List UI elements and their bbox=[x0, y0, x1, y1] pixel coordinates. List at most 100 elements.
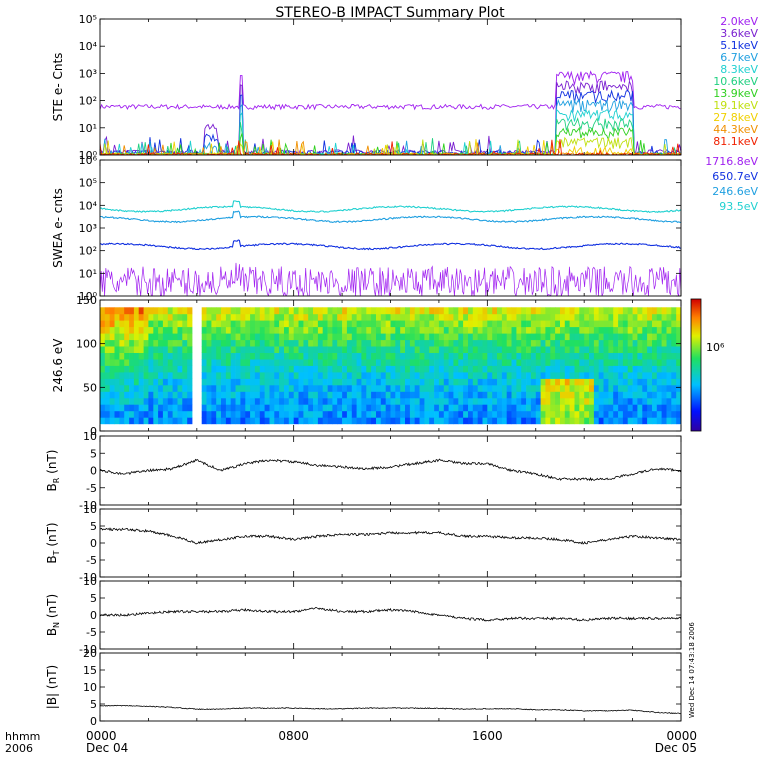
pad-cell bbox=[671, 391, 677, 399]
pad-cell bbox=[492, 384, 498, 392]
pad-cell bbox=[133, 313, 140, 321]
pad-cell bbox=[269, 313, 275, 321]
pad-cell bbox=[148, 307, 154, 315]
pad-cell bbox=[264, 346, 270, 353]
pad-cell bbox=[569, 372, 575, 379]
pad-cell bbox=[235, 307, 241, 315]
pad-cell bbox=[288, 410, 294, 418]
pad-cell bbox=[216, 352, 222, 360]
pad-cell bbox=[211, 339, 217, 347]
pad-cell bbox=[250, 417, 256, 425]
pad-cell bbox=[235, 391, 241, 399]
pad-cell bbox=[521, 339, 527, 347]
bn-ylabel-base: B bbox=[45, 628, 59, 636]
pad-cell bbox=[100, 372, 106, 379]
pad-cell bbox=[608, 359, 614, 366]
pad-cell bbox=[647, 397, 653, 405]
pad-cell bbox=[429, 365, 435, 373]
pad-cell bbox=[589, 320, 595, 328]
pad-cell bbox=[182, 339, 188, 347]
pad-cell bbox=[434, 365, 440, 373]
pad-cell bbox=[443, 313, 449, 321]
pad-cell bbox=[477, 410, 483, 418]
pad-cell bbox=[438, 359, 445, 366]
pad-cell bbox=[516, 333, 522, 341]
pad-cell bbox=[438, 346, 445, 353]
pad-cell bbox=[211, 397, 217, 405]
pad-cell bbox=[327, 378, 333, 386]
pad-cell bbox=[109, 307, 115, 315]
pad-cell bbox=[245, 359, 251, 366]
pad-cell bbox=[371, 333, 377, 341]
pad-cell bbox=[468, 346, 474, 353]
pad-cell bbox=[356, 404, 362, 412]
pad-cell bbox=[332, 378, 338, 386]
pad-cell bbox=[666, 378, 672, 386]
pad-cell bbox=[661, 313, 667, 321]
pad-cell bbox=[162, 410, 169, 418]
pad-cell bbox=[661, 410, 667, 418]
pad-cell bbox=[472, 397, 478, 405]
pad-cell bbox=[540, 410, 546, 418]
pad-cell bbox=[676, 333, 681, 341]
pad-cell bbox=[487, 352, 493, 360]
ste-legend-81.1keV: 81.1keV bbox=[713, 135, 758, 148]
pad-cell bbox=[468, 372, 474, 379]
pad-cell bbox=[230, 346, 236, 353]
pad-cell bbox=[221, 359, 227, 366]
pad-cell bbox=[414, 391, 420, 399]
pad-cell bbox=[501, 365, 508, 373]
pad-cell bbox=[133, 397, 140, 405]
pad-cell bbox=[555, 313, 561, 321]
pad-cell bbox=[627, 307, 633, 315]
pad-cell bbox=[511, 397, 517, 405]
pad-cell bbox=[356, 307, 362, 315]
pad-cell bbox=[332, 359, 338, 366]
pad-cell bbox=[448, 397, 454, 405]
pad-cell bbox=[298, 333, 304, 341]
pad-cell bbox=[414, 307, 420, 315]
pad-cell bbox=[327, 404, 333, 412]
pad-cell bbox=[535, 359, 541, 366]
pad-cell bbox=[376, 307, 382, 315]
pad-cell bbox=[133, 346, 140, 353]
pad-cell bbox=[613, 313, 619, 321]
pad-cell bbox=[448, 391, 454, 399]
pad-cell bbox=[395, 352, 401, 360]
pad-cell bbox=[259, 339, 265, 347]
pad-cell bbox=[167, 339, 173, 347]
pad-cell bbox=[526, 410, 532, 418]
pad-cell bbox=[516, 352, 522, 360]
pad-cell bbox=[443, 365, 449, 373]
pad-cell bbox=[521, 365, 527, 373]
pad-cell bbox=[642, 410, 648, 418]
pad-cell bbox=[172, 307, 178, 315]
pad-cell bbox=[264, 365, 270, 373]
pad-cell bbox=[637, 391, 643, 399]
xtick-label: 0800 bbox=[278, 729, 309, 743]
pad-cell bbox=[346, 320, 353, 328]
pad-cell bbox=[560, 397, 566, 405]
pad-cell bbox=[511, 372, 517, 379]
pad-cell bbox=[622, 339, 629, 347]
pad-cell bbox=[468, 320, 474, 328]
pad-cell bbox=[332, 365, 338, 373]
pad-cell bbox=[652, 320, 658, 328]
bt-ytick-label: 0 bbox=[90, 537, 97, 550]
pad-cell bbox=[497, 339, 503, 347]
pad-cell bbox=[453, 384, 459, 392]
pad-cell bbox=[129, 307, 135, 315]
pad-cell bbox=[632, 417, 638, 425]
pad-cell bbox=[182, 307, 188, 315]
pad-cell bbox=[100, 397, 106, 405]
pad-cell bbox=[472, 307, 478, 315]
pad-cell bbox=[129, 410, 135, 418]
pad-cell bbox=[303, 410, 309, 418]
pad-cell bbox=[642, 372, 648, 379]
pad-cell bbox=[225, 326, 232, 334]
bn-ytick-label: 0 bbox=[90, 609, 97, 622]
pad-cell bbox=[371, 346, 377, 353]
pad-cell bbox=[250, 346, 256, 353]
pad-cell bbox=[526, 352, 532, 360]
